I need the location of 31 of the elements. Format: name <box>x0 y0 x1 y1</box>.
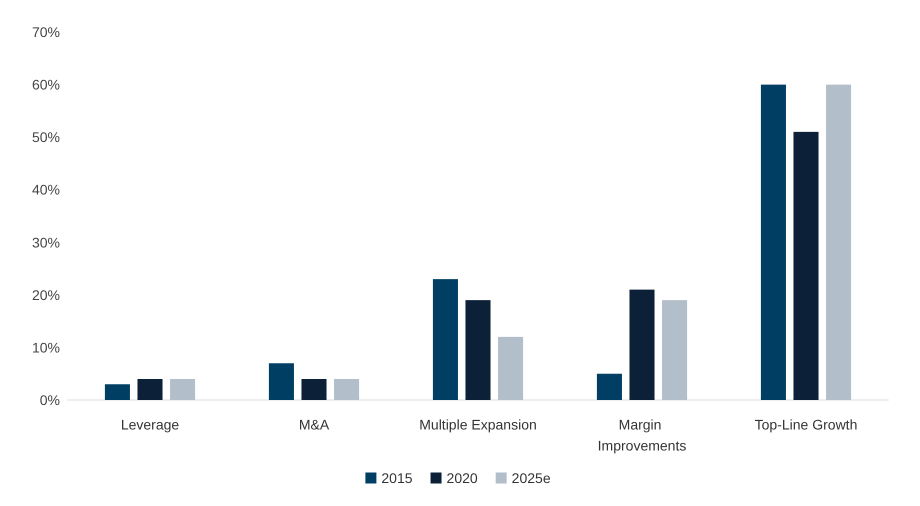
y-tick-label: 0% <box>40 392 60 408</box>
bar <box>170 378 196 400</box>
legend-label: 2025e <box>512 470 551 486</box>
bar <box>826 84 852 400</box>
bar <box>301 378 327 400</box>
bar <box>596 374 622 400</box>
y-tick-label: 40% <box>32 182 60 198</box>
bar <box>268 363 294 400</box>
bar <box>334 378 360 400</box>
x-tick-label: Top-Line Growth <box>754 416 858 432</box>
bar <box>432 279 458 400</box>
y-tick-label: 50% <box>32 129 60 146</box>
y-tick-label: 20% <box>32 286 60 303</box>
bar <box>465 300 491 400</box>
y-tick-label: 60% <box>32 76 60 93</box>
y-tick-label: 70% <box>32 24 60 40</box>
y-tick-label: 30% <box>32 234 60 250</box>
y-tick-label: 10% <box>32 339 60 356</box>
bar <box>137 378 163 400</box>
bar <box>104 384 130 400</box>
x-tick-label: Leverage <box>120 416 180 432</box>
bar <box>629 290 655 400</box>
bar <box>793 132 819 400</box>
bar <box>760 84 786 400</box>
x-tick-label: Margin Improvements <box>598 416 686 454</box>
legend-label: 2020 <box>446 470 478 486</box>
x-tick-label: M&A <box>298 416 330 432</box>
bar <box>662 300 688 400</box>
x-tick-label: Multiple Expansion <box>419 416 537 432</box>
legend-label: 2015 <box>381 470 413 486</box>
bar <box>498 336 524 400</box>
